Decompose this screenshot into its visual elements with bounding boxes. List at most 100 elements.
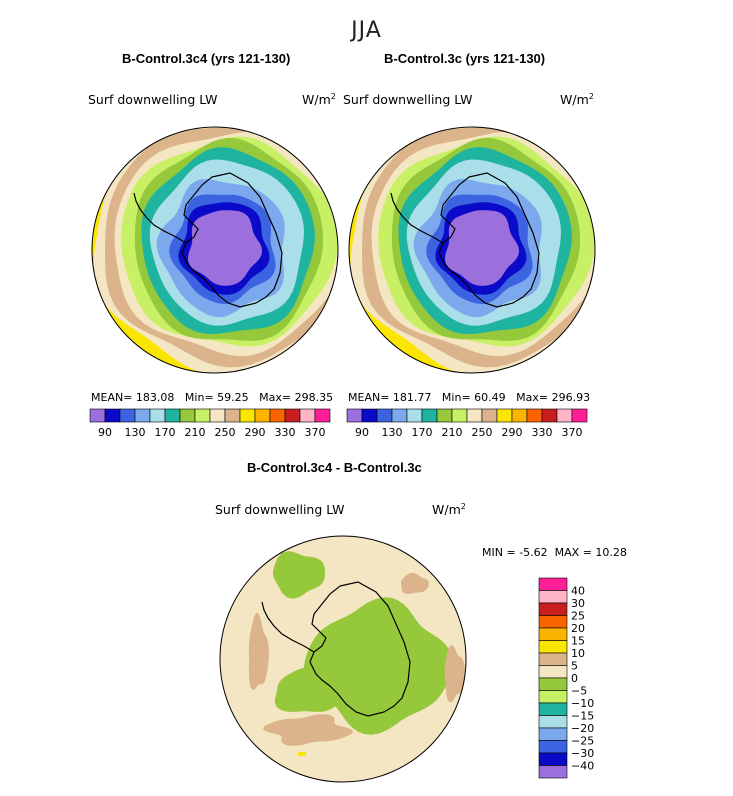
diff-colorbar-swatch: [538, 627, 568, 641]
panel1-min: 59.25: [217, 391, 249, 404]
panel1-colorbar-swatch: [164, 408, 181, 423]
diff-colorbar-swatch: [538, 577, 568, 591]
diff-colorbar-swatch: [538, 652, 568, 666]
diff-negative-region-2: [274, 667, 345, 712]
panel1-variable: Surf downwelling LW: [88, 92, 218, 107]
diff-colorbar-tick-label: −25: [571, 735, 594, 748]
panel2-colorbar-tick-label: 210: [442, 426, 463, 439]
diff-colorbar-tick-label: 15: [571, 635, 585, 648]
diff-min: -5.62: [519, 546, 548, 559]
panel1-colorbar-swatch: [119, 408, 136, 423]
panel2-colorbar-tick-label: 370: [562, 426, 583, 439]
panel2-colorbar-swatch: [436, 408, 453, 423]
diff-colorbar-swatch: [538, 640, 568, 654]
diff-colorbar-swatch: [538, 690, 568, 704]
diff-units: W/m2: [432, 502, 466, 518]
panel2-colorbar: 90 130 170 210 250 290 330 370: [346, 408, 588, 439]
diff-colorbar-tick-label: −10: [571, 697, 594, 710]
diff-colorbar-tick-label: 5: [571, 660, 578, 673]
panel1-colorbar-tick-label: 370: [305, 426, 326, 439]
diff-colorbar-swatch: [538, 590, 568, 604]
panel2-min-label: Min=: [441, 391, 471, 404]
panel2-colorbar-swatch: [526, 408, 543, 423]
panel1-colorbar-tick-label: 330: [275, 426, 296, 439]
panel2-max: 296.93: [551, 391, 591, 404]
map-boundary-circle: [219, 535, 467, 783]
diff-max: 10.28: [595, 546, 627, 559]
diff-colorbar-swatch: [538, 702, 568, 716]
antarctic-peninsula-coastline: [390, 192, 444, 244]
diff-colorbar-tick-label: 40: [571, 585, 585, 598]
panel1-colorbar-swatch: [104, 408, 121, 423]
panel1-map: [91, 126, 339, 374]
panel1-colorbar-swatch: [269, 408, 286, 423]
field-band-90: [188, 210, 263, 286]
panel2-colorbar-swatch: [361, 408, 378, 423]
panel2-stats: MEAN= 181.77 Min= 60.49 Max= 296.93: [348, 391, 590, 404]
diff-colorbar-swatch: [538, 765, 568, 779]
panel1-mean: 183.08: [135, 391, 175, 404]
diff-positive-region: [248, 612, 269, 690]
diff-positive-region-4: [401, 572, 430, 594]
diff-title: B-Control.3c4 - B-Control.3c: [247, 460, 422, 475]
panel1-colorbar-tick-label: 130: [125, 426, 146, 439]
map-boundary-circle: [348, 126, 596, 374]
panel2-colorbar-swatch: [376, 408, 393, 423]
antarctic-peninsula-coastline: [133, 192, 187, 244]
map-field-1: [92, 127, 338, 373]
panel2-variable: Surf downwelling LW: [343, 92, 473, 107]
panel1-units: W/m2: [302, 92, 336, 108]
panel1-colorbar-tick-label: 90: [98, 426, 112, 439]
map-field-3: [220, 536, 466, 782]
panel2-colorbar-tick-label: 170: [412, 426, 433, 439]
panel2-mean: 181.77: [392, 391, 432, 404]
panel2-colorbar-swatch: [481, 408, 498, 423]
panel2-colorbar-swatch: [571, 408, 588, 423]
panel2-colorbar-swatch: [421, 408, 438, 423]
season-title: JJA: [351, 18, 382, 43]
antarctica-coastline: [438, 172, 540, 308]
antarctica-coastline: [181, 172, 283, 308]
panel1-colorbar: 90 130 170 210 250 290 330 370: [89, 408, 331, 439]
panel1-colorbar-swatch: [299, 408, 316, 423]
diff-colorbar-swatch: [538, 715, 568, 729]
panel2-units: W/m2: [560, 92, 594, 108]
panel1-mean-label: MEAN=: [91, 391, 133, 404]
diff-stats: MIN = -5.62 MAX = 10.28: [482, 546, 627, 559]
panel1-colorbar-swatch: [314, 408, 331, 423]
panel1-colorbar-swatch: [179, 408, 196, 423]
panel2-colorbar-swatch: [556, 408, 573, 423]
diff-colorbar-tick-label: 25: [571, 610, 585, 623]
map-boundary-circle: [91, 126, 339, 374]
panel1-colorbar-swatch: [134, 408, 151, 423]
panel1-colorbar-swatch: [209, 408, 226, 423]
diff-positive-region-3: [263, 714, 353, 746]
diff-colorbar-swatch: [538, 615, 568, 629]
panel1-max-label: Max=: [259, 391, 292, 404]
panel1-colorbar-swatch: [239, 408, 256, 423]
diff-colorbar-swatch: [538, 740, 568, 754]
diff-colorbar-tick-label: 10: [571, 647, 585, 660]
diff-colorbar-swatch: [538, 665, 568, 679]
panel2-title: B-Control.3c (yrs 121-130): [384, 51, 546, 66]
diff-colorbar-swatch: [538, 602, 568, 616]
panel2-colorbar-tick-label: 90: [355, 426, 369, 439]
field-band-90: [445, 210, 520, 286]
panel2-max-label: Max=: [516, 391, 549, 404]
panel2-colorbar-tick-label: 330: [532, 426, 553, 439]
panel2-colorbar-tick-label: 290: [502, 426, 523, 439]
diff-colorbar-tick-label: −20: [571, 722, 594, 735]
diff-map: [219, 535, 467, 783]
panel1-colorbar-swatch: [149, 408, 166, 423]
diff-colorbar-tick-label: −30: [571, 747, 594, 760]
panel1-colorbar-swatch: [194, 408, 211, 423]
panel1-colorbar-tick-label: 170: [155, 426, 176, 439]
diff-colorbar-tick-label: −15: [571, 710, 594, 723]
antarctica-coastline: [309, 581, 411, 717]
panel2-map: [348, 126, 596, 374]
panel2-colorbar-swatch: [406, 408, 423, 423]
panel2-mean-label: MEAN=: [348, 391, 390, 404]
diff-colorbar-tick-label: 0: [571, 672, 578, 685]
panel2-colorbar-tick-label: 250: [472, 426, 493, 439]
